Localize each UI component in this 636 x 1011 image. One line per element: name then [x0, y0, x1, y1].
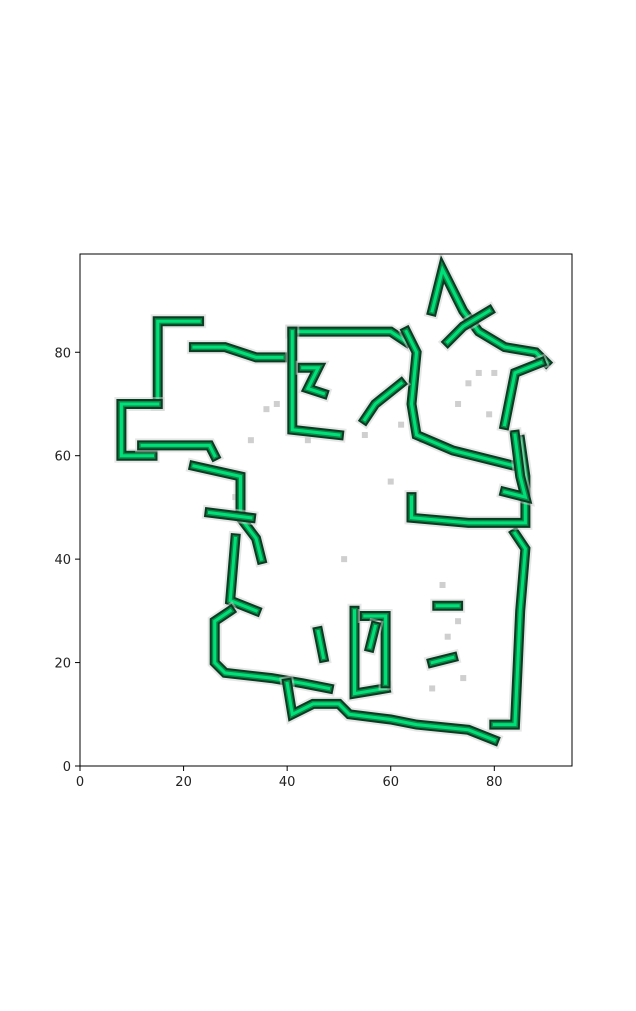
noise-cell — [273, 400, 280, 407]
y-tick-label: 40 — [54, 553, 71, 568]
wall-upper-room-inner — [295, 360, 333, 403]
wall-top-right-branch — [437, 301, 499, 352]
noise-cell — [361, 432, 368, 439]
wall-bottom-notch — [279, 675, 504, 750]
noise-cell — [444, 633, 451, 640]
wall-left-lower-wall — [222, 530, 266, 620]
wall-left-bay — [114, 397, 165, 463]
noise-cell — [387, 478, 394, 485]
wall-center-room-right — [357, 609, 393, 691]
x-tick-label: 80 — [486, 775, 503, 790]
noise-cell — [460, 675, 467, 682]
y-tick-label: 80 — [54, 346, 71, 361]
wall-small-dash-2 — [423, 648, 462, 672]
x-tick-label: 0 — [76, 775, 84, 790]
wall-center-room-inner — [361, 617, 384, 656]
x-tick-label: 40 — [279, 775, 296, 790]
wall-right-vertical — [496, 427, 536, 507]
y-tick-label: 0 — [63, 760, 71, 775]
wall-upper-right-diagonal — [396, 322, 524, 475]
x-axis: 0 20 40 60 80 — [76, 766, 503, 790]
map-cells — [114, 254, 556, 750]
plot-frame — [79, 253, 573, 767]
noise-cell — [304, 437, 311, 444]
noise-cell — [455, 618, 462, 625]
y-tick-label: 20 — [54, 657, 71, 672]
wall-left-inner-ledge — [135, 438, 225, 466]
wall-top-right-peak — [423, 254, 556, 373]
noise-cell — [491, 369, 498, 376]
wall-left-stub — [201, 504, 259, 526]
noise-cell — [263, 406, 270, 413]
x-tick-label: 60 — [382, 775, 399, 790]
noise-cell — [475, 369, 482, 376]
wall-upper-room-top — [285, 324, 416, 352]
wall-right-outer-wall — [487, 523, 533, 732]
noise-cell — [247, 437, 254, 444]
noise-cell — [439, 581, 446, 588]
noise-cell — [341, 556, 348, 563]
wall-center-room-left — [347, 603, 394, 702]
wall-upper-right-arm — [355, 373, 411, 430]
wall-bottom-left-curve — [207, 601, 337, 697]
wall-right-spur — [496, 353, 550, 433]
wall-small-pillar — [309, 623, 332, 666]
y-axis: 0 20 40 60 80 — [54, 346, 80, 775]
noise-cell — [455, 400, 462, 407]
plot-area — [114, 254, 556, 750]
wall-outer-left-upper — [150, 314, 207, 411]
noise-cell — [429, 685, 436, 692]
noise-cell — [465, 380, 472, 387]
y-tick-label: 60 — [54, 450, 71, 465]
noise-cell — [486, 411, 493, 418]
wall-upper-room-left — [285, 324, 347, 443]
x-tick-label: 20 — [175, 775, 192, 790]
noise-cell — [398, 421, 405, 428]
wall-top-left-segment — [186, 340, 289, 365]
